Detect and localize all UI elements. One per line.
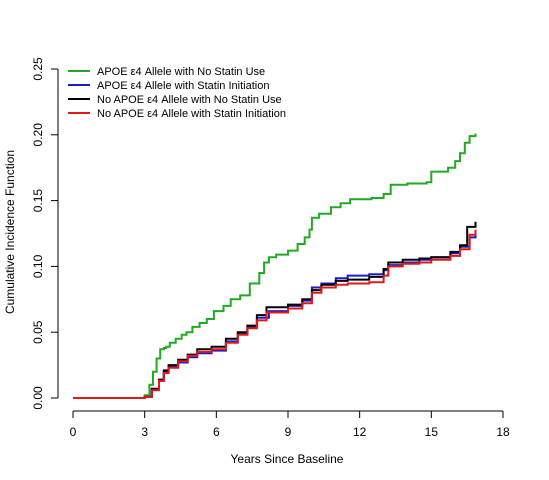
x-tick-label: 18	[496, 425, 510, 439]
y-tick-label: 0.25	[31, 57, 45, 81]
series-line	[73, 133, 477, 399]
y-tick-label: 0.05	[31, 320, 45, 344]
y-tick-label: 0.00	[31, 386, 45, 410]
x-tick-label: 3	[141, 425, 148, 439]
x-tick-label: 6	[213, 425, 220, 439]
y-tick-label: 0.15	[31, 189, 45, 213]
legend: APOE ε4 Allele with No Statin Use APOE ε4…	[68, 66, 286, 120]
x-tick-label: 15	[425, 425, 439, 439]
x-tick-label: 0	[70, 425, 77, 439]
x-tick-label: 12	[353, 425, 367, 439]
y-tick-label: 0.10	[31, 254, 45, 278]
x-axis-label: Years Since Baseline	[231, 452, 344, 466]
legend-label: No APOE ε4 Allele with Statin Initiation	[97, 108, 286, 120]
x-axis: 0 3 6 9 12 15 18	[70, 410, 510, 439]
plot-lines	[73, 133, 477, 399]
series-line	[73, 221, 477, 399]
x-tick-label: 9	[285, 425, 292, 439]
y-axis: 0.00 0.05 0.10 0.15 0.20 0.25	[31, 57, 59, 410]
legend-label: No APOE ε4 Allele with No Statin Use	[97, 94, 282, 106]
legend-label: APOE ε4 Allele with No Statin Use	[97, 66, 265, 78]
y-axis-label: Cumulative Incidence Function	[3, 150, 17, 314]
series-line	[73, 229, 477, 399]
y-tick-label: 0.20	[31, 123, 45, 147]
legend-label: APOE ε4 Allele with Statin Initiation	[97, 80, 269, 92]
